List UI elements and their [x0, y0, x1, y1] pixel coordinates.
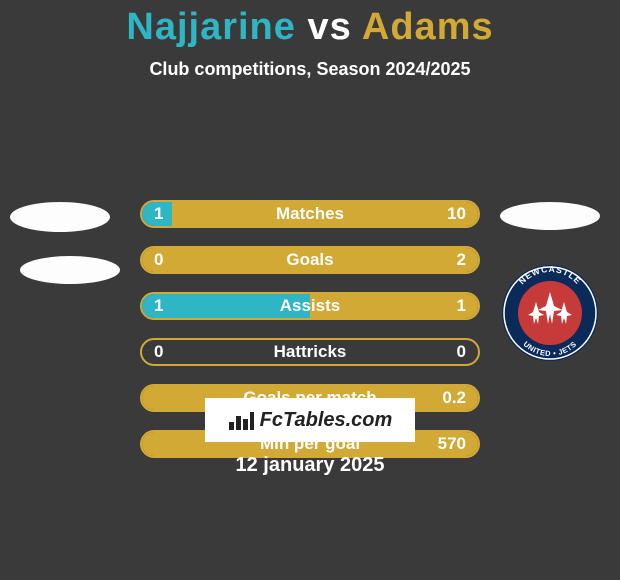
stat-value-right: 2 — [457, 250, 466, 270]
stat-value-right: 570 — [438, 434, 466, 454]
stat-value-left: 0 — [154, 250, 163, 270]
subtitle: Club competitions, Season 2024/2025 — [149, 59, 470, 80]
bar-chart-icon — [228, 410, 254, 430]
infographic-canvas: Najjarine vs Adams Club competitions, Se… — [0, 0, 620, 580]
stat-bar: 1 Assists 1 — [140, 292, 480, 320]
player2-club-crest: NEWCASTLE UNITED • JETS — [500, 258, 600, 378]
stat-bar: 0 Goals 2 — [140, 246, 480, 274]
player1-club-placeholder — [20, 256, 120, 284]
stat-bar: 1 Matches 10 — [140, 200, 480, 228]
stat-value-right: 10 — [447, 204, 466, 224]
stat-bar: Min per goal 570 — [140, 430, 480, 458]
title-vs: vs — [307, 6, 351, 48]
title-player2: Adams — [362, 6, 494, 48]
body-area: NEWCASTLE UNITED • JETS 1Matches100Goals… — [0, 80, 620, 580]
stat-label: Min per goal — [260, 434, 360, 454]
date-label: 12 january 2025 — [236, 454, 385, 477]
player2-avatar-placeholder — [500, 202, 600, 230]
stat-label: Matches — [276, 204, 344, 224]
stat-label: Assists — [280, 296, 340, 316]
stat-label: Goals — [286, 250, 333, 270]
stat-value-left: 0 — [154, 342, 163, 362]
player1-avatar-placeholder — [10, 202, 110, 232]
stat-value-right: 1 — [457, 296, 466, 316]
stat-value-right: 0 — [457, 342, 466, 362]
stat-value-right: 0.2 — [442, 388, 466, 408]
stat-bar: Goals per match 0.2 — [140, 384, 480, 412]
title: Najjarine vs Adams — [126, 6, 493, 49]
stat-value-left: 1 — [154, 296, 163, 316]
stat-label: Goals per match — [243, 388, 376, 408]
branding-label: FcTables.com — [260, 409, 393, 432]
title-player1: Najjarine — [126, 6, 296, 48]
stat-value-left: 1 — [154, 204, 163, 224]
stat-bar: 0 Hattricks 0 — [140, 338, 480, 366]
stat-label: Hattricks — [274, 342, 347, 362]
